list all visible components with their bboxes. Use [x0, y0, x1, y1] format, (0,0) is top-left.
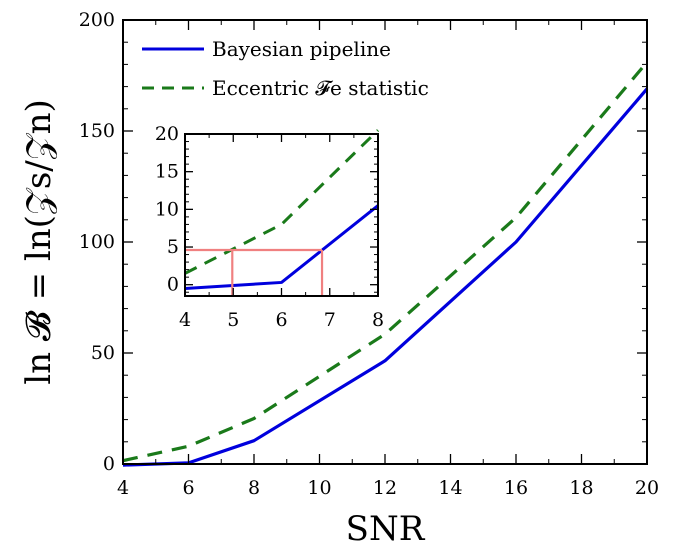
y-tick-label: 150 [79, 120, 115, 142]
legend-label-bayesian: Bayesian pipeline [212, 37, 391, 61]
inset-y-tick-label: 10 [155, 198, 179, 220]
series-line-0 [122, 87, 649, 467]
inset-x-tick-label: 7 [324, 309, 336, 331]
y-tick-label: 50 [91, 342, 115, 364]
x-tick-label: 10 [307, 477, 331, 499]
x-tick-label: 14 [438, 477, 462, 499]
legend-label-eccentric: Eccentric 𝓕e statistic [212, 76, 429, 100]
x-tick-label: 16 [504, 477, 528, 499]
x-tick-label: 18 [569, 477, 593, 499]
inset-y-tick-label: 5 [167, 236, 179, 258]
inset-y-tick-label: 15 [155, 161, 179, 183]
x-tick-label: 6 [182, 477, 194, 499]
y-tick-label: 200 [79, 9, 115, 31]
legend: Bayesian pipeline Eccentric 𝓕e statistic [142, 37, 429, 100]
inset-x-tick-label: 6 [275, 309, 287, 331]
x-tick-label: 4 [117, 477, 129, 499]
inset-x-tick-label: 5 [227, 309, 239, 331]
y-tick-label: 0 [103, 453, 115, 475]
series-line-1 [122, 61, 649, 463]
x-axis-label: SNR [346, 509, 426, 548]
inset-series-line-0 [184, 204, 379, 290]
inset-y-tick-label: 20 [155, 123, 179, 145]
inset-series-line-1 [184, 129, 380, 275]
x-tick-label: 20 [635, 477, 659, 499]
inset-y-tick-label: 0 [167, 274, 179, 296]
y-tick-label: 100 [79, 231, 115, 253]
inset-x-tick-label: 8 [372, 309, 384, 331]
x-tick-label: 12 [373, 477, 397, 499]
inset-plot: 4 5 6 7 8 0 5 10 15 20 [155, 123, 384, 331]
inset-x-tick-label: 4 [179, 309, 191, 331]
y-axis-label: ln 𝓑 = ln(𝒵s/𝒵n) [19, 99, 59, 385]
x-tick-label: 8 [248, 477, 260, 499]
